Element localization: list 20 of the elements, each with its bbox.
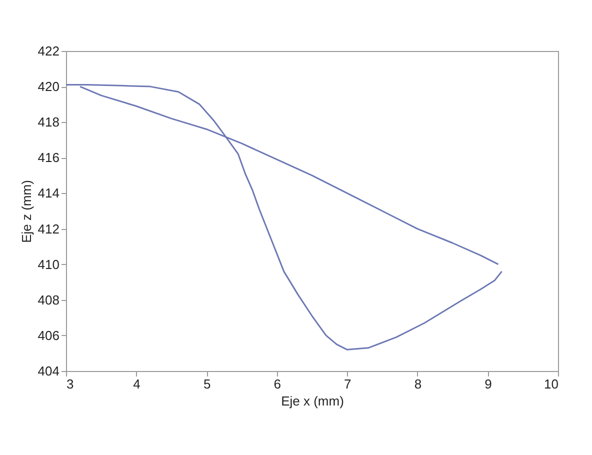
x-tick-label: 4 [133, 376, 140, 392]
y-tick-label: 406 [38, 328, 60, 343]
y-tick-label: 418 [38, 114, 60, 130]
x-tick-label: 3 [66, 376, 74, 392]
y-axis-title: Eje z (mm) [18, 180, 34, 243]
x-tick-label: 6 [274, 376, 281, 392]
y-tick-label: 404 [38, 364, 60, 378]
x-tick-label: 5 [203, 376, 211, 392]
y-tick-label: 416 [38, 150, 60, 166]
x-axis-title: Eje x (mm) [281, 394, 344, 408]
x-tick-label: 10 [544, 376, 558, 392]
y-tick-label: 420 [38, 79, 60, 94]
y-tick-label: 414 [38, 186, 60, 201]
y-tick-label: 412 [38, 221, 60, 236]
x-tick-label: 7 [344, 376, 352, 392]
y-tick-label: 422 [38, 44, 60, 58]
y-tick-label: 410 [38, 256, 60, 272]
x-tick-label: 8 [414, 376, 422, 392]
y-tick-label: 408 [38, 292, 60, 308]
x-tick-label: 9 [484, 376, 492, 392]
